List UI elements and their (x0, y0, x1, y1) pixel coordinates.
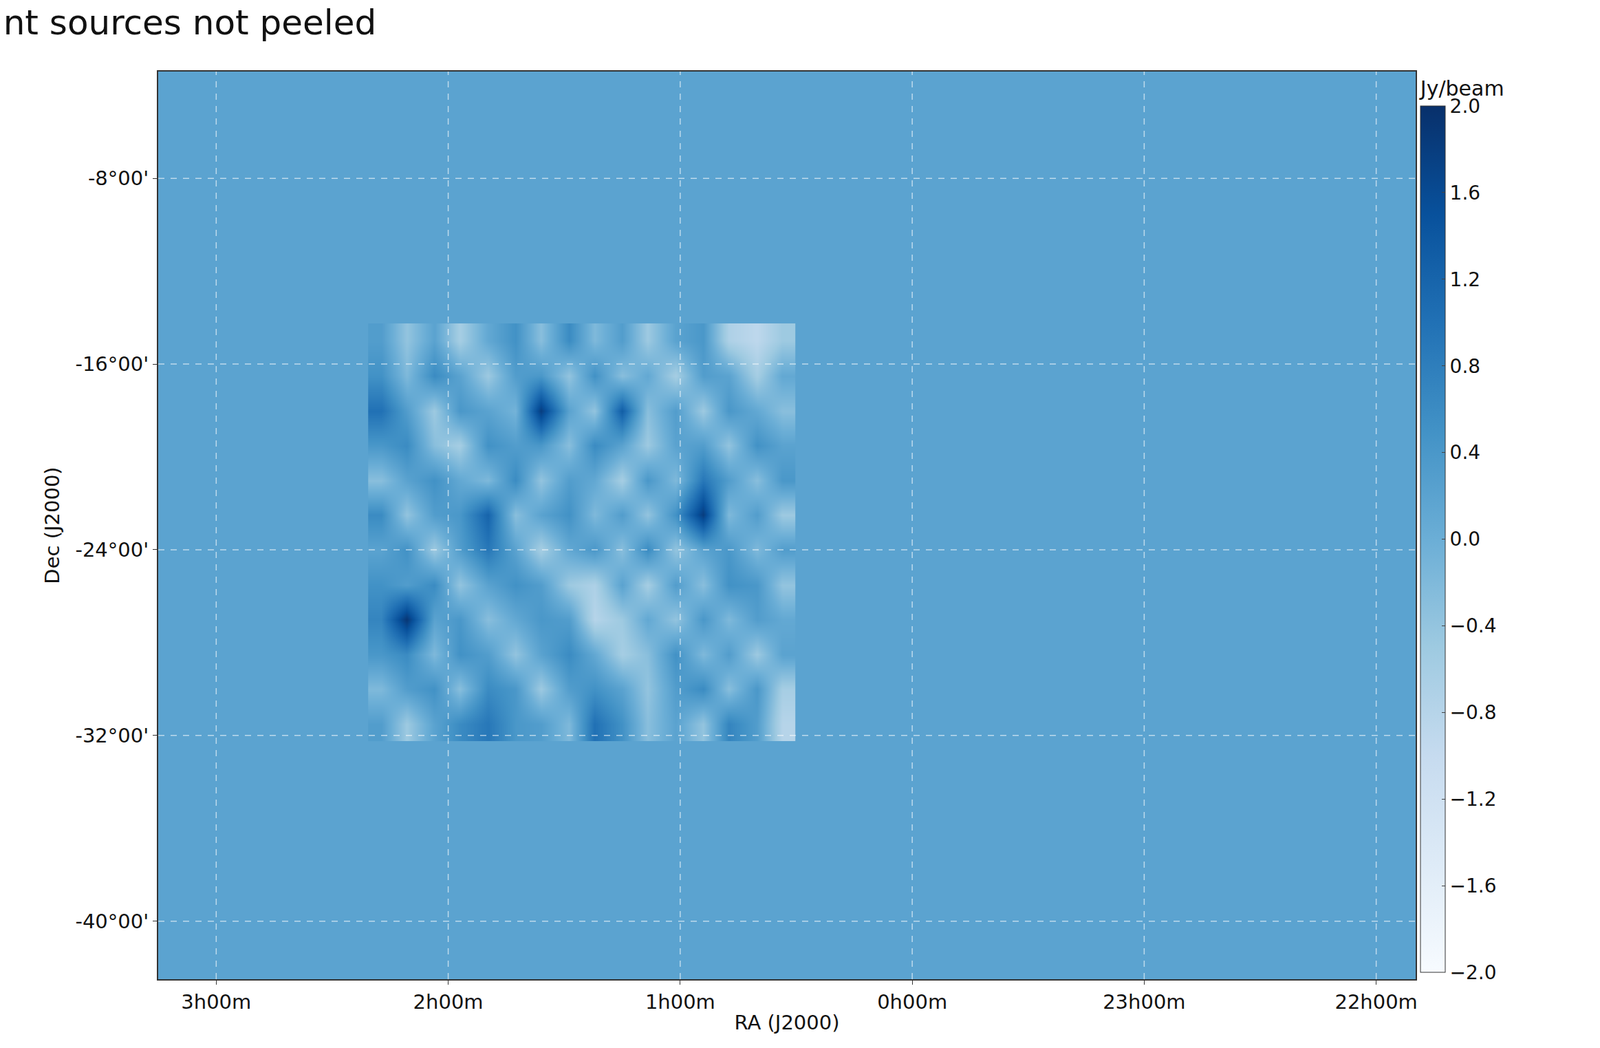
svg-text:0.4: 0.4 (1450, 440, 1481, 464)
svg-text:Dec (J2000): Dec (J2000) (40, 466, 64, 584)
svg-text:0.0: 0.0 (1450, 527, 1481, 551)
svg-text:−0.4: −0.4 (1450, 614, 1497, 637)
svg-text:3h00m: 3h00m (180, 989, 252, 1014)
svg-text:22h00m: 22h00m (1334, 989, 1418, 1014)
svg-text:Jy/beam: Jy/beam (1419, 76, 1505, 101)
svg-text:-8°00': -8°00' (88, 166, 149, 190)
svg-text:nt sources not peeled: nt sources not peeled (3, 2, 377, 43)
svg-text:−1.2: −1.2 (1450, 787, 1497, 811)
svg-text:-24°00': -24°00' (74, 537, 149, 562)
svg-text:−1.6: −1.6 (1450, 874, 1497, 897)
svg-text:0.8: 0.8 (1450, 354, 1481, 378)
svg-text:-40°00': -40°00' (74, 909, 149, 933)
svg-text:-32°00': -32°00' (74, 723, 149, 748)
svg-text:1.2: 1.2 (1450, 268, 1481, 291)
svg-text:23h00m: 23h00m (1102, 989, 1186, 1014)
svg-text:-16°00': -16°00' (74, 352, 149, 376)
svg-text:−2.0: −2.0 (1450, 960, 1497, 984)
svg-text:2h00m: 2h00m (413, 989, 484, 1014)
svg-text:0h00m: 0h00m (877, 989, 948, 1014)
svg-text:1.6: 1.6 (1450, 181, 1481, 205)
svg-text:−0.8: −0.8 (1450, 700, 1497, 724)
svg-text:RA (J2000): RA (J2000) (733, 1010, 840, 1034)
svg-text:2.0: 2.0 (1450, 94, 1481, 118)
svg-text:1h00m: 1h00m (645, 989, 716, 1014)
